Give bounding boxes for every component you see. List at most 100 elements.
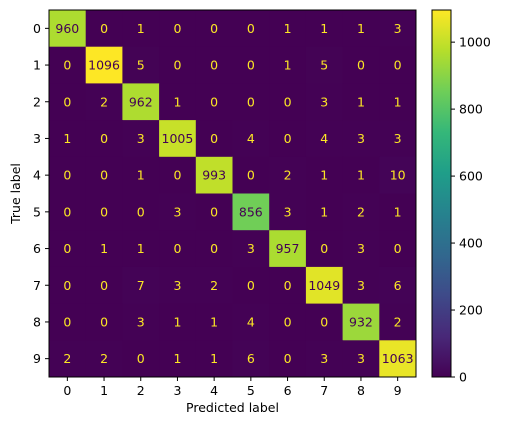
heatmap-cell [342, 46, 380, 84]
colorbar-tick-label: 1000 [459, 35, 491, 50]
cell-value-label: 0 [173, 21, 181, 36]
cell-value-label: 1 [357, 21, 365, 36]
cell-value-label: 1 [357, 168, 365, 183]
heatmap-cell [122, 340, 160, 378]
y-tick-label: 3 [33, 131, 41, 146]
heatmap-cell [305, 46, 344, 84]
heatmap-cell [379, 120, 417, 158]
heatmap-cell [85, 120, 123, 158]
heatmap-cell [342, 230, 380, 268]
x-tick-label: 3 [173, 383, 181, 398]
x-tick-label: 4 [210, 383, 218, 398]
heatmap-cell [49, 303, 87, 341]
cell-value-label: 1063 [382, 351, 414, 366]
cell-value-label: 3 [284, 204, 292, 219]
heatmap-cell [232, 46, 270, 84]
cell-value-label: 0 [63, 58, 71, 73]
cell-value-label: 0 [63, 204, 71, 219]
cell-value-label: 1 [173, 94, 181, 109]
x-axis-ticks: 0 1 2 3 4 5 6 7 8 9 [63, 377, 402, 398]
heatmap-cell [305, 230, 344, 268]
cell-value-label: 0 [210, 94, 218, 109]
heatmap-cell [159, 10, 197, 48]
cell-value-label: 0 [247, 94, 255, 109]
heatmap-cell [269, 193, 307, 231]
cell-value-label: 1 [173, 314, 181, 329]
cell-value-label: 0 [100, 168, 108, 183]
heatmap-cell [232, 120, 270, 158]
y-tick-label: 6 [33, 241, 41, 256]
cell-value-label: 3 [394, 131, 402, 146]
cell-value-label: 4 [247, 131, 255, 146]
heatmap-cell [232, 230, 270, 268]
cell-value-label: 1096 [88, 58, 120, 73]
cell-value-label: 0 [63, 168, 71, 183]
heatmap-cell [122, 83, 160, 121]
cell-value-label: 0 [394, 241, 402, 256]
cell-value-label: 1 [100, 241, 108, 256]
heatmap-cell [379, 193, 417, 231]
heatmap-cell [269, 340, 307, 378]
heatmap-cell [305, 10, 344, 48]
cell-value-label: 1 [357, 94, 365, 109]
y-tick-label: 4 [33, 168, 41, 183]
colorbar-frame [431, 9, 452, 378]
heatmap-cell [159, 83, 197, 121]
cell-value-label: 2 [284, 168, 292, 183]
cell-value-label: 856 [239, 204, 263, 219]
cell-value-label: 0 [173, 241, 181, 256]
colorbar-tick-label: 200 [459, 303, 483, 318]
heatmap-cell [159, 46, 197, 84]
heatmap-cell [342, 83, 380, 121]
cell-value-label: 960 [55, 21, 79, 36]
y-tick-label: 2 [33, 94, 41, 109]
heatmap-cell [195, 303, 233, 341]
cell-value-label: 3 [320, 351, 328, 366]
cell-value-label: 4 [247, 314, 255, 329]
cell-value-label: 0 [210, 204, 218, 219]
heatmap-cell [159, 156, 197, 194]
heatmap-cell [269, 230, 307, 268]
cell-value-label: 0 [394, 58, 402, 73]
y-axis-ticks: 0 1 2 3 4 5 6 7 8 9 [33, 21, 49, 366]
cell-value-label: 4 [320, 131, 328, 146]
heatmap-cell [159, 193, 197, 231]
heatmap-cell [269, 120, 307, 158]
y-tick-label: 5 [33, 204, 41, 219]
cell-value-label: 0 [100, 278, 108, 293]
cell-value-label: 0 [320, 314, 328, 329]
cell-value-label: 10 [390, 168, 406, 183]
heatmap-cell [232, 156, 270, 194]
heatmap-cell [379, 266, 417, 305]
cell-value-label: 3 [173, 278, 181, 293]
cell-value-label: 0 [210, 58, 218, 73]
cell-value-label: 6 [247, 351, 255, 366]
heatmap-cell [122, 193, 160, 231]
heatmap-cell [159, 303, 197, 341]
cell-value-label: 3 [357, 241, 365, 256]
heatmap-cell [305, 193, 344, 231]
heatmap-cell [85, 156, 123, 194]
heatmap-cell [305, 120, 344, 158]
cell-value-label: 0 [63, 94, 71, 109]
heatmap-cell [49, 10, 87, 48]
cell-value-label: 0 [137, 351, 145, 366]
heatmap-cell [269, 156, 307, 194]
cell-value-label: 7 [137, 278, 145, 293]
cell-value-label: 6 [394, 278, 402, 293]
heatmap-cell [305, 340, 344, 378]
cell-value-label: 0 [284, 314, 292, 329]
heatmap-cell [85, 230, 123, 268]
heatmap-cell [49, 193, 87, 231]
y-tick-label: 1 [33, 58, 41, 73]
heatmap-cell [305, 156, 344, 194]
heatmap-cell [122, 156, 160, 194]
cell-value-label: 0 [63, 314, 71, 329]
cell-value-label: 2 [210, 278, 218, 293]
heatmap-cell [122, 10, 160, 48]
x-tick-label: 1 [100, 383, 108, 398]
cell-value-label: 932 [349, 314, 373, 329]
cell-value-label: 1 [284, 58, 292, 73]
heatmap-cell [85, 340, 123, 378]
